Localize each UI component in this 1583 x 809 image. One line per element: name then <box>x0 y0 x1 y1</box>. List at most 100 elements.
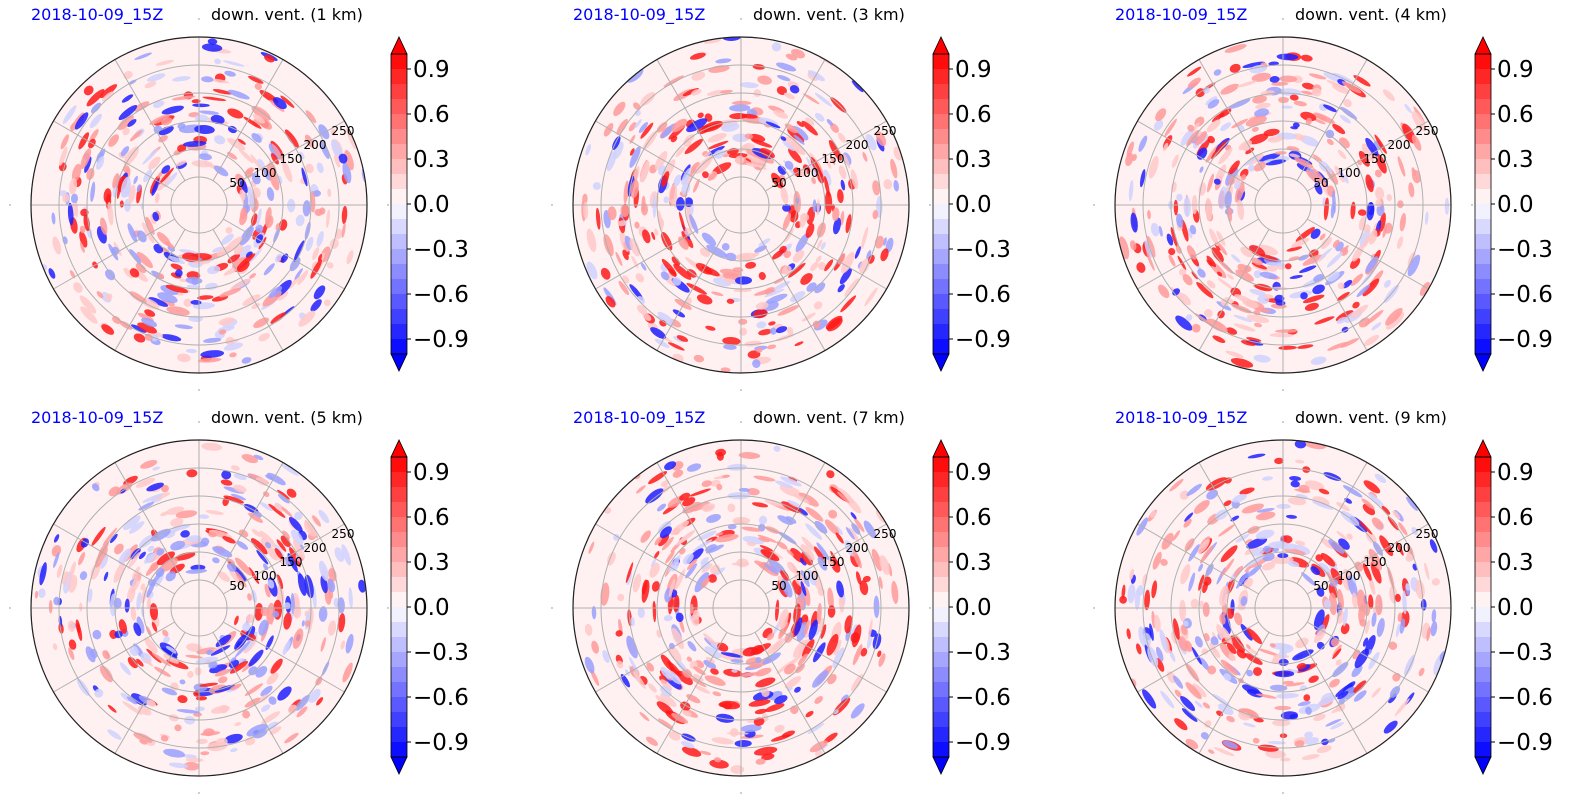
colorbar-tick-label: −0.9 <box>955 327 1011 353</box>
polar-grid <box>1114 36 1452 374</box>
polar-panel-2: 50 100 150 200 250 0.9 0.6 0.3 0.0 −0.3 −0.6 −0.9 20… <box>542 5 1082 400</box>
colorbar: 0.9 0.6 0.3 0.0 −0.3 −0.6 −0.9 <box>932 36 1011 372</box>
colorbar-tick-label: 0.3 <box>1497 550 1534 576</box>
colorbar-tick-label: −0.3 <box>1497 640 1553 666</box>
colorbar-extend-max <box>932 439 950 458</box>
radial-tick-label: 100 <box>796 166 819 180</box>
radial-tick-label: 250 <box>1416 124 1439 138</box>
colorbar-tick-label: −0.3 <box>413 237 469 263</box>
colorbar-tick-label: 0.9 <box>413 460 450 486</box>
colorbar-tick-label: −0.9 <box>955 730 1011 756</box>
panel-time-label: 2018-10-09_15Z <box>573 408 706 427</box>
colorbar-tick-label: 0.0 <box>955 595 992 621</box>
colorbar: 0.9 0.6 0.3 0.0 −0.3 −0.6 −0.9 <box>390 439 469 775</box>
colorbar-tick-label: −0.9 <box>1497 327 1553 353</box>
colorbar-tick-label: 0.0 <box>955 192 992 218</box>
radial-tick-label: 150 <box>1364 152 1387 166</box>
colorbar-extend-max <box>390 439 408 458</box>
polar-border <box>30 439 368 777</box>
colorbar-tick-label: 0.0 <box>1497 595 1534 621</box>
colorbar-tick-label: −0.6 <box>955 685 1011 711</box>
panel-variable-label: down. vent. (4 km) <box>1295 5 1447 24</box>
colorbar-tick-label: 0.9 <box>1497 460 1534 486</box>
colorbar-tick-label: −0.9 <box>1497 730 1553 756</box>
colorbar-tick-label: 0.6 <box>413 102 450 128</box>
radial-tick-label: 100 <box>1338 166 1361 180</box>
radial-tick-label: 50 <box>1313 176 1328 190</box>
panel-variable-label: down. vent. (3 km) <box>753 5 905 24</box>
radial-tick-label: 250 <box>874 527 897 541</box>
colorbar-tick-label: 0.6 <box>1497 505 1534 531</box>
colorbar-tick-label: −0.9 <box>413 730 469 756</box>
polar-border <box>1114 36 1452 374</box>
radial-tick-label: 150 <box>822 555 845 569</box>
polar-panel-3: 50 100 150 200 250 0.9 0.6 0.3 0.0 −0.3 −0.6 −0.9 20… <box>1084 5 1583 400</box>
radial-tick-label: 100 <box>254 166 277 180</box>
colorbar-tick-label: 0.0 <box>413 192 450 218</box>
field-layer <box>584 445 899 774</box>
radial-tick-label: 150 <box>280 555 303 569</box>
colorbar: 0.9 0.6 0.3 0.0 −0.3 −0.6 −0.9 <box>1474 439 1553 775</box>
polar-panel-6: 50 100 150 200 250 0.9 0.6 0.3 0.0 −0.3 −0.6 −0.9 20… <box>1084 408 1583 803</box>
colorbar-tick-label: 0.6 <box>1497 102 1534 128</box>
colorbar-extend-max <box>932 36 950 55</box>
radial-tick-label: 200 <box>1388 541 1411 555</box>
radial-tick-label: 50 <box>229 176 244 190</box>
colorbar-tick-label: 0.9 <box>1497 57 1534 83</box>
panel-time-label: 2018-10-09_15Z <box>31 408 164 427</box>
colorbar-tick-label: −0.6 <box>413 282 469 308</box>
colorbar-tick-label: 0.3 <box>413 550 450 576</box>
colorbar-tick-label: 0.6 <box>955 102 992 128</box>
colorbar-tick-label: −0.9 <box>413 327 469 353</box>
colorbar-tick-label: −0.3 <box>955 640 1011 666</box>
colorbar-tick-label: 0.3 <box>1497 147 1534 173</box>
radial-tick-label: 250 <box>1416 527 1439 541</box>
colorbar-extend-min <box>932 756 950 775</box>
colorbar-tick-label: −0.3 <box>413 640 469 666</box>
colorbar-tick-label: 0.6 <box>955 505 992 531</box>
radial-tick-label: 150 <box>1364 555 1387 569</box>
polar-panel-4: 50 100 150 200 250 0.9 0.6 0.3 0.0 −0.3 −0.6 −0.9 20… <box>0 408 540 803</box>
panel-time-label: 2018-10-09_15Z <box>573 5 706 24</box>
colorbar-extend-min <box>390 353 408 372</box>
radial-tick-label: 50 <box>229 579 244 593</box>
panel-time-label: 2018-10-09_15Z <box>1115 408 1248 427</box>
colorbar-tick-label: −0.6 <box>955 282 1011 308</box>
radial-tick-label: 50 <box>1313 579 1328 593</box>
colorbar-extend-max <box>1474 439 1492 458</box>
colorbar-tick-label: −0.6 <box>413 685 469 711</box>
radial-tick-label: 150 <box>822 152 845 166</box>
colorbar-tick-label: −0.3 <box>1497 237 1553 263</box>
colorbar-tick-label: 0.0 <box>413 595 450 621</box>
colorbar-tick-label: 0.9 <box>955 57 992 83</box>
colorbar: 0.9 0.6 0.3 0.0 −0.3 −0.6 −0.9 <box>932 439 1011 775</box>
polar-panel-1: 50 100 150 200 250 0.9 0.6 0.3 0.0 −0.3 −0.6 −0.9 20… <box>0 5 540 400</box>
radial-tick-label: 50 <box>771 176 786 190</box>
radial-tick-label: 150 <box>280 152 303 166</box>
radial-tick-label: 200 <box>304 541 327 555</box>
colorbar-extend-max <box>390 36 408 55</box>
radial-tick-label: 250 <box>332 124 355 138</box>
field-layer <box>34 442 367 776</box>
colorbar-tick-label: −0.6 <box>1497 282 1553 308</box>
radial-tick-label: 100 <box>796 569 819 583</box>
radial-tick-label: 200 <box>304 138 327 152</box>
colorbar-tick-label: 0.9 <box>413 57 450 83</box>
panel-time-label: 2018-10-09_15Z <box>1115 5 1248 24</box>
panel-variable-label: down. vent. (7 km) <box>753 408 905 427</box>
colorbar-tick-label: 0.3 <box>413 147 450 173</box>
polar-border <box>572 439 910 777</box>
radial-tick-label: 100 <box>254 569 277 583</box>
panel-variable-label: down. vent. (9 km) <box>1295 408 1447 427</box>
radial-tick-label: 200 <box>1388 138 1411 152</box>
polar-panel-5: 50 100 150 200 250 0.9 0.6 0.3 0.0 −0.3 −0.6 −0.9 20… <box>542 408 1082 803</box>
colorbar-extend-min <box>1474 353 1492 372</box>
colorbar-tick-label: −0.6 <box>1497 685 1553 711</box>
polar-border <box>572 36 910 374</box>
